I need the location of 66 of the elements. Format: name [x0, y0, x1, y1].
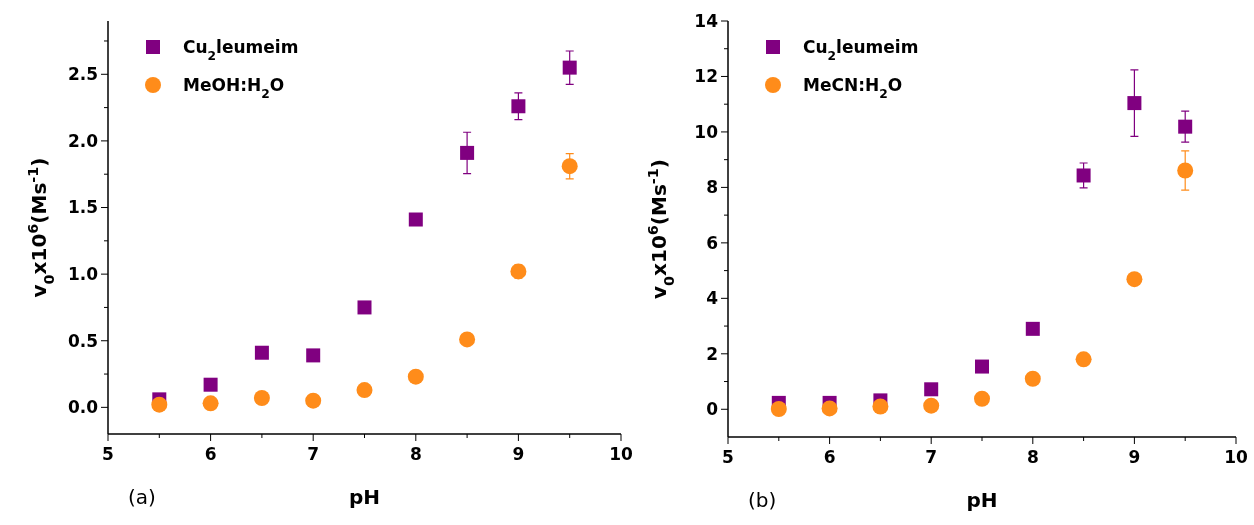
x-tick-label: 5: [722, 447, 734, 467]
x-tick-label: 5: [102, 444, 114, 464]
y-tick-label: 2.0: [67, 130, 99, 151]
x-tick-label: 6: [204, 444, 217, 464]
point: [253, 390, 270, 407]
point: [254, 345, 269, 360]
point: [151, 396, 168, 413]
y-tick-label: 4: [706, 288, 719, 309]
point: [408, 212, 423, 227]
point: [974, 390, 990, 407]
y-tick-label: 2.5: [67, 64, 98, 85]
point: [460, 145, 475, 160]
legend-label: Cu$_{2}$leumeim: [803, 36, 919, 63]
point: [511, 99, 526, 114]
text: (a): [128, 485, 156, 509]
x-axis-title: pH: [966, 488, 998, 512]
point: [1177, 162, 1194, 179]
point: [1178, 119, 1193, 134]
point: [562, 60, 577, 75]
point: [203, 377, 218, 392]
point: [510, 263, 527, 280]
point: [923, 397, 940, 414]
point: [924, 382, 939, 397]
point: [459, 331, 476, 348]
point: [975, 359, 989, 374]
legend-label: MeCN:H$_{2}$O: [803, 74, 903, 101]
y-tick-label: 2: [706, 343, 718, 364]
x-tick-label: 7: [925, 447, 938, 467]
y-tick-label: 1.5: [67, 197, 98, 218]
y-tick-label: 12: [694, 66, 718, 87]
y-tick-label: 0.0: [67, 397, 99, 418]
point: [306, 348, 321, 363]
point: [202, 395, 219, 412]
y-tick-label: 1.0: [67, 264, 99, 285]
point: [1025, 321, 1040, 336]
y-tick-label: 8: [706, 177, 718, 198]
text: (b): [748, 488, 777, 512]
point: [770, 400, 787, 417]
point: [407, 368, 424, 385]
x-tick-label: 10: [1224, 447, 1248, 467]
point: [1127, 96, 1142, 111]
point: [561, 158, 578, 175]
point: [305, 392, 322, 409]
x-tick-label: 9: [1128, 447, 1141, 467]
point: [1076, 168, 1091, 183]
x-tick-label: 6: [823, 447, 836, 467]
point: [356, 382, 373, 399]
point: [872, 398, 889, 415]
point: [1024, 370, 1041, 387]
x-tick-label: 8: [409, 444, 422, 464]
point: [821, 400, 838, 417]
x-tick-label: 9: [512, 444, 525, 464]
y-tick-label: 6: [706, 232, 718, 253]
legend-label: MeOH:H$_{2}$O: [183, 74, 285, 101]
x-tick-label: 7: [307, 444, 320, 464]
x-axis-title: pH: [348, 485, 381, 509]
point: [1075, 351, 1092, 368]
point: [357, 300, 372, 315]
legend-label: Cu$_{2}$leumeim: [183, 36, 299, 63]
y-tick-label: 14: [694, 10, 719, 31]
x-tick-label: 8: [1026, 447, 1039, 467]
y-tick-label: 0.5: [67, 330, 98, 351]
y-tick-label: 10: [694, 121, 719, 142]
y-tick-label: 0: [706, 399, 719, 420]
x-tick-label: 10: [609, 444, 633, 464]
point: [1126, 271, 1143, 288]
